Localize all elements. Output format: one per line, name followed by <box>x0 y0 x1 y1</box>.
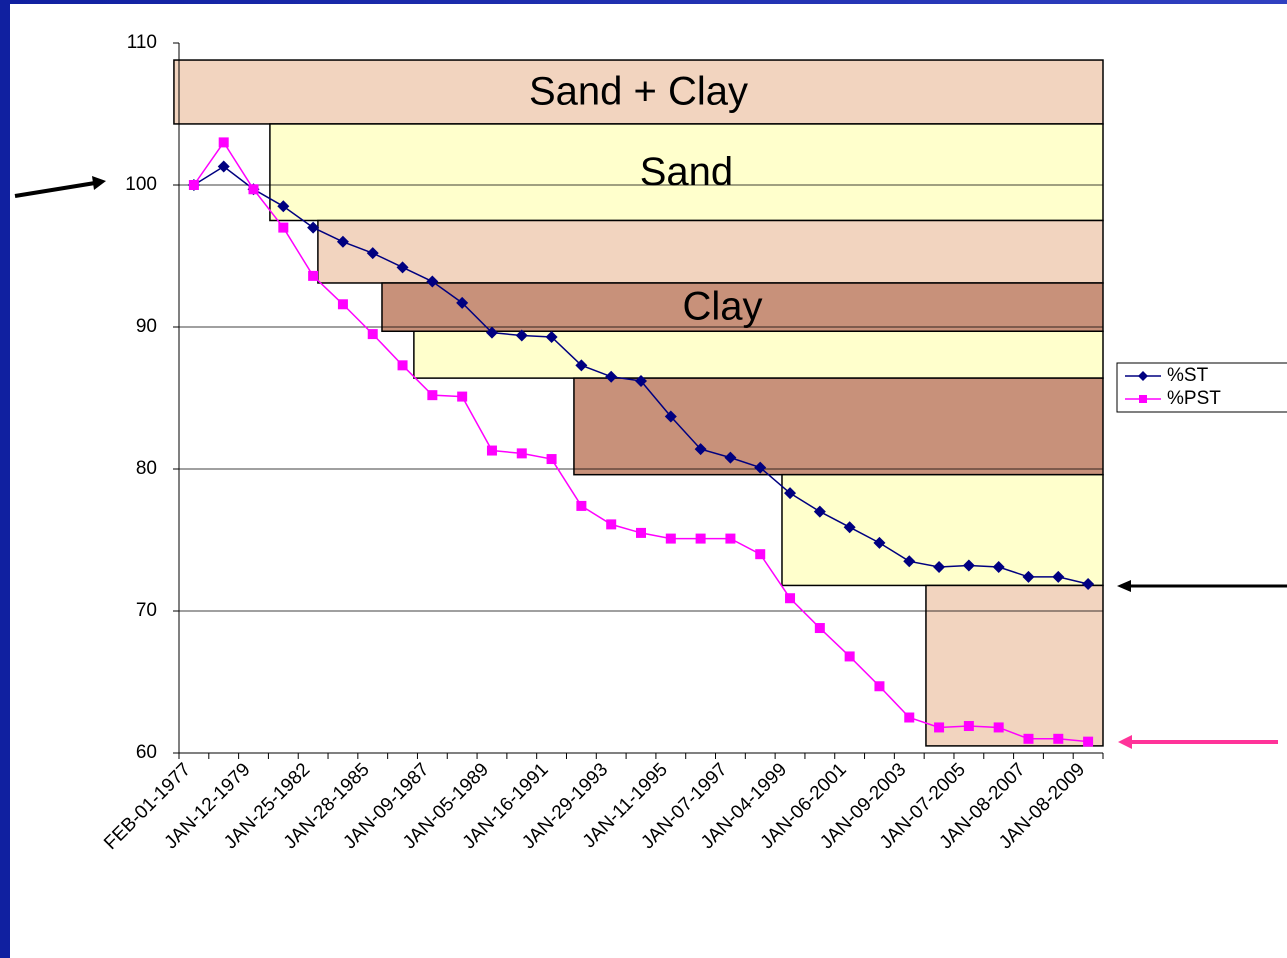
marker <box>307 221 320 234</box>
marker <box>843 521 856 534</box>
band <box>381 282 1104 333</box>
marker <box>217 160 230 173</box>
arrow-head <box>1118 735 1132 749</box>
marker <box>486 445 497 456</box>
marker <box>1022 570 1035 583</box>
marker <box>515 329 528 342</box>
y-tick-label: 90 <box>136 316 157 337</box>
marker <box>664 410 677 423</box>
marker <box>1082 578 1095 591</box>
arrow <box>14 181 96 198</box>
marker <box>576 500 587 511</box>
marker <box>485 326 498 339</box>
marker <box>308 270 319 281</box>
marker <box>605 370 618 383</box>
marker <box>724 451 737 464</box>
y-tick-label: 60 <box>136 742 157 763</box>
marker <box>873 536 886 549</box>
marker <box>606 519 617 530</box>
band-label: Clay <box>682 285 762 329</box>
marker <box>814 623 825 634</box>
y-tick-label: 110 <box>127 32 157 53</box>
marker <box>874 681 885 692</box>
marker <box>396 261 409 274</box>
marker <box>516 448 527 459</box>
marker <box>903 555 916 568</box>
band <box>413 330 1104 379</box>
legend-label: %PST <box>1167 388 1221 409</box>
marker <box>278 222 289 233</box>
arrows <box>14 176 1287 749</box>
marker <box>784 487 797 500</box>
marker <box>277 200 290 213</box>
legend-marker <box>1138 371 1148 381</box>
marker <box>962 559 975 572</box>
marker <box>963 721 974 732</box>
marker <box>188 180 199 190</box>
marker <box>337 299 348 310</box>
marker <box>934 722 945 733</box>
marker <box>844 651 855 662</box>
marker <box>635 374 647 387</box>
band <box>317 219 1104 284</box>
legend-marker <box>1139 395 1147 403</box>
marker <box>426 275 439 288</box>
marker <box>754 461 767 474</box>
marker <box>1023 733 1034 744</box>
marker <box>575 359 588 372</box>
arrow-head <box>92 176 106 190</box>
band <box>925 584 1104 747</box>
marker <box>755 549 766 560</box>
marker <box>1053 733 1064 744</box>
marker <box>725 533 736 544</box>
marker <box>785 593 796 604</box>
marker <box>813 505 826 518</box>
band <box>573 377 1104 476</box>
marker <box>457 391 468 402</box>
y-tick-label: 70 <box>136 600 157 621</box>
marker <box>397 360 408 371</box>
marker <box>366 247 379 260</box>
y-tick-label: 80 <box>136 458 157 479</box>
legend-label: %ST <box>1167 365 1209 386</box>
y-tick-label: 100 <box>125 174 157 195</box>
marker <box>992 560 1005 573</box>
marker <box>545 330 558 343</box>
marker <box>367 329 378 340</box>
marker <box>1052 570 1065 583</box>
marker <box>218 137 229 148</box>
marker <box>694 443 707 456</box>
band-label: Sand + Clay <box>529 70 748 114</box>
marker <box>336 235 349 248</box>
marker <box>456 296 469 309</box>
marker <box>546 454 557 465</box>
marker <box>695 533 706 544</box>
marker <box>904 712 915 723</box>
marker <box>665 533 676 544</box>
marker <box>1083 736 1094 747</box>
band-label: Sand <box>640 150 733 194</box>
marker <box>427 390 438 401</box>
marker <box>248 184 259 195</box>
marker <box>636 527 646 538</box>
marker <box>993 722 1004 733</box>
arrow-head <box>1117 580 1131 592</box>
marker <box>933 560 946 573</box>
legend-box <box>1116 362 1287 413</box>
